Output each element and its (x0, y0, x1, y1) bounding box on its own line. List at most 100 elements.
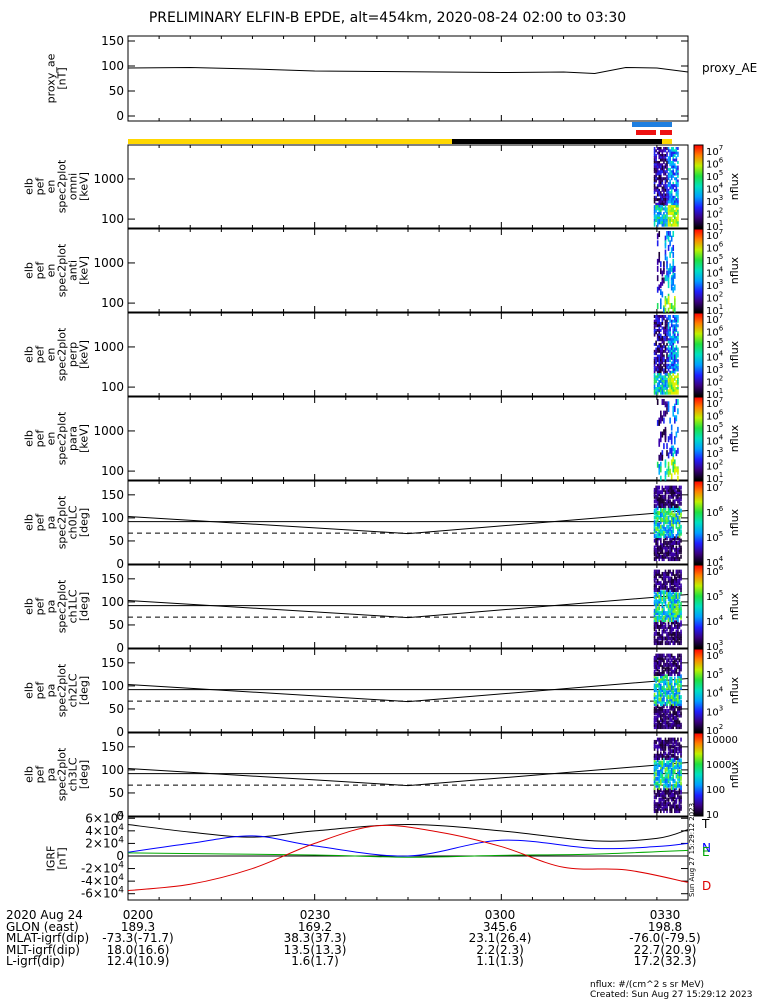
tick-base: 10 (706, 390, 719, 401)
spectrogram-cell (656, 240, 659, 247)
spectrogram-cell (680, 665, 682, 670)
spectrogram-cell (669, 683, 671, 688)
spectrogram-cell (667, 461, 670, 468)
spectrogram-cell (670, 207, 673, 211)
spectrogram-cell (674, 153, 676, 157)
spectrogram-cell (655, 585, 657, 590)
spectrogram-cell (670, 450, 673, 457)
spectrogram-cell (658, 370, 661, 374)
spectrogram-cell (678, 547, 681, 552)
spectrogram-cell (678, 508, 681, 513)
igrf-series-T (127, 824, 689, 842)
spectrogram-cell (663, 356, 665, 360)
spectrogram-cell (661, 676, 664, 681)
spectrogram-cell (653, 552, 656, 557)
spectrogram-cell (674, 683, 676, 688)
spectrogram-cell (658, 212, 661, 216)
spectrogram-cell (669, 725, 671, 730)
spectrogram-cell (656, 809, 659, 814)
spectrogram-cell (664, 783, 667, 788)
spectrogram-cell (675, 678, 678, 683)
spectrogram-cell (675, 347, 678, 351)
spectrogram-cell (666, 380, 668, 384)
spectrogram-cell (670, 790, 673, 795)
spectrogram-cell (661, 702, 664, 707)
spectrogram-cell (680, 760, 682, 765)
spectrogram-cell (680, 788, 682, 793)
spectrogram-cell (664, 799, 667, 804)
spectrogram-cell (680, 529, 682, 534)
spectrogram-cell (663, 216, 665, 220)
spectrogram-cell (658, 547, 661, 552)
spectrogram-cell (674, 660, 676, 665)
spectrogram-cell (653, 742, 656, 747)
spectrogram-cell (677, 795, 679, 800)
spectrogram-cell (661, 802, 664, 807)
spectrogram-cell (658, 762, 661, 767)
spectrogram-cell (658, 492, 661, 497)
spectrogram-cell (663, 688, 665, 693)
spectrogram-cell (678, 725, 681, 730)
spectrogram-cell (653, 622, 656, 627)
tick-base: 10 (706, 222, 719, 233)
spectrogram-cell (667, 744, 670, 749)
spectrogram-cell (680, 795, 682, 800)
spectrogram-cell (655, 667, 657, 672)
spectrogram-cell (663, 545, 665, 550)
spectrogram-cell (674, 172, 676, 176)
spectrogram-cell (677, 660, 679, 665)
spectrogram-cell (667, 720, 670, 725)
spectrogram-cell (667, 799, 670, 804)
spectrogram-cell (680, 804, 682, 809)
spectrogram-cell (674, 804, 676, 809)
spectrogram-cell (655, 499, 657, 504)
spectrogram-cell (660, 216, 662, 220)
spectrogram-cell (669, 487, 671, 492)
y-tick-label: 100 (101, 380, 124, 394)
spectrogram-cell (674, 468, 676, 475)
spectrogram-cell (653, 515, 656, 520)
spectrogram-cell (672, 554, 675, 559)
spectrogram-cell (677, 631, 679, 636)
spectrogram-cell (667, 389, 670, 393)
spectrogram-cell (656, 653, 659, 658)
spectrogram-cell (672, 501, 675, 506)
spectrogram-cell (667, 606, 670, 611)
spectrogram-cell (672, 631, 675, 636)
spectrogram-cell (667, 802, 670, 807)
spectrogram-cell (666, 776, 668, 781)
spectrogram-cell (672, 181, 675, 185)
spectrogram-cell (674, 387, 676, 391)
spectrogram-cell (664, 722, 667, 727)
spectrogram-cell (669, 629, 671, 634)
spectrogram-cell (677, 720, 679, 725)
spectrogram-cell (656, 207, 659, 211)
spectrogram-cell (675, 147, 678, 150)
spectrogram-cell (672, 387, 675, 391)
y-tick-label: 1000 (93, 424, 124, 438)
spectrogram-cell (677, 557, 679, 562)
spectrogram-cell (656, 370, 659, 374)
spectrogram-cell (664, 599, 667, 604)
spectrogram-cell (677, 497, 679, 502)
spectrogram-cell (660, 475, 662, 482)
spectrogram-cell (663, 557, 665, 562)
spectrogram-cell (677, 340, 679, 344)
tick-exponent: 2 (719, 723, 723, 731)
spectrogram-cell (669, 326, 671, 330)
spectrogram-cell (680, 620, 682, 625)
spectrogram-cell (658, 545, 661, 550)
spectrogram-cell (677, 641, 679, 646)
spectrogram-cell (664, 790, 667, 795)
spectrogram-cell (666, 554, 668, 559)
spectrogram-cell (666, 490, 668, 495)
spectrogram-cell (661, 291, 664, 298)
spectrogram-cell (653, 209, 656, 213)
tick-exponent: 2 (719, 291, 723, 299)
spectrogram-cell (678, 774, 681, 779)
spectrogram-cell (670, 193, 673, 197)
spectrogram-cell (658, 515, 661, 520)
spectrogram-cell (678, 487, 681, 492)
spectrogram-cell (669, 181, 671, 185)
spectrogram-cell (672, 200, 675, 204)
